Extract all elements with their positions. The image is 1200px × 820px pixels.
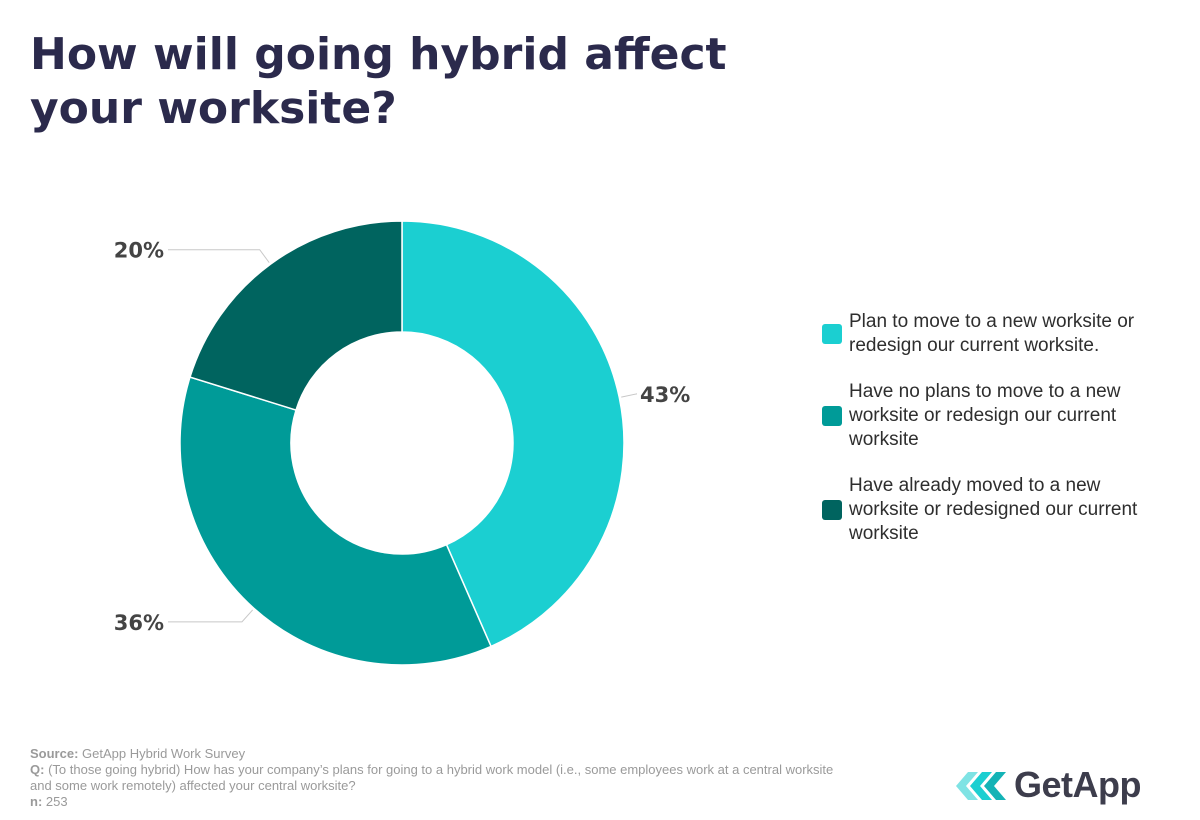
legend-label: Plan to move to a new worksite or redesi… bbox=[849, 311, 1135, 356]
sample-size-line: n: 253 bbox=[30, 794, 850, 810]
data-label: 36% bbox=[114, 611, 164, 635]
legend-swatch bbox=[822, 324, 842, 344]
chart-legend: Plan to move to a new worksite or redesi… bbox=[822, 310, 1152, 568]
legend-swatch bbox=[822, 406, 842, 426]
sample-size-label: n: bbox=[30, 794, 43, 809]
legend-swatch bbox=[822, 500, 842, 520]
question-label: Q: bbox=[30, 762, 45, 777]
data-label: 20% bbox=[114, 239, 164, 263]
question-text: (To those going hybrid) How has your com… bbox=[30, 762, 834, 793]
donut-chart: 43% 36% 20% bbox=[114, 220, 690, 666]
legend-item-already-moved: Have already moved to a new worksite or … bbox=[822, 474, 1152, 546]
logo-text: GetApp bbox=[1014, 764, 1142, 805]
slice-plan-to-move bbox=[401, 220, 625, 648]
slice-no-plans bbox=[179, 376, 492, 666]
legend-item-plan-to-move: Plan to move to a new worksite or redesi… bbox=[822, 310, 1152, 358]
data-label: 43% bbox=[640, 383, 690, 407]
sample-size-text: 253 bbox=[45, 794, 68, 809]
legend-label: Have no plans to move to a new worksite … bbox=[849, 381, 1121, 450]
source-text: GetApp Hybrid Work Survey bbox=[82, 746, 246, 761]
source-label: Source: bbox=[30, 746, 79, 761]
leader-line bbox=[621, 393, 638, 398]
slice-already-moved bbox=[189, 220, 403, 411]
leader-line bbox=[168, 249, 270, 263]
getapp-logo: GetApp bbox=[952, 764, 1172, 806]
legend-item-no-plans: Have no plans to move to a new worksite … bbox=[822, 380, 1152, 452]
legend-label: Have already moved to a new worksite or … bbox=[849, 475, 1138, 544]
source-line: Source: GetApp Hybrid Work Survey bbox=[30, 746, 850, 762]
getapp-chevrons-icon bbox=[956, 772, 1006, 800]
question-line: Q: (To those going hybrid) How has your … bbox=[30, 762, 850, 794]
chart-title: How will going hybrid affect your worksi… bbox=[30, 29, 727, 134]
chart-footer: Source: GetApp Hybrid Work Survey Q: (To… bbox=[30, 746, 850, 810]
leader-line bbox=[168, 609, 254, 623]
